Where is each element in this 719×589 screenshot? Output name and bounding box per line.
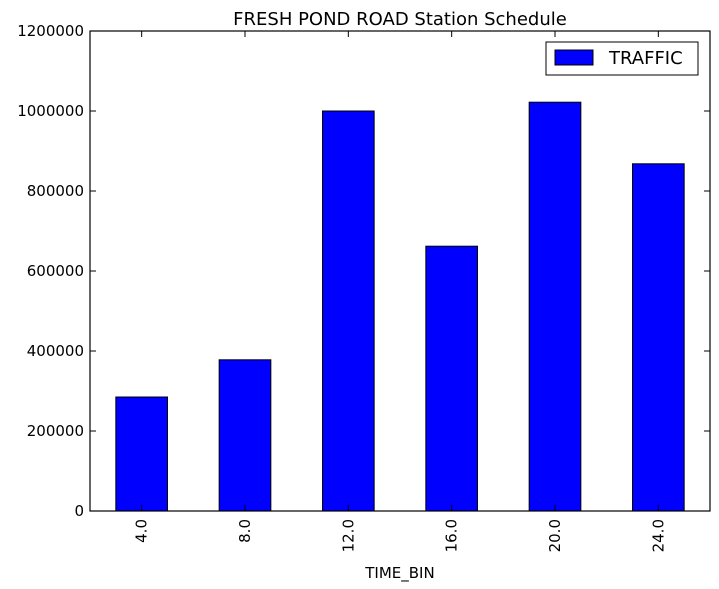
bars-group xyxy=(115,101,685,512)
legend-swatch-traffic xyxy=(554,49,594,66)
legend: TRAFFIC xyxy=(545,41,699,76)
bar-16.0 xyxy=(425,245,479,512)
legend-label-traffic: TRAFFIC xyxy=(608,48,683,69)
y-tick-label: 0 xyxy=(74,502,84,520)
x-tick-label: 12.0 xyxy=(339,519,357,552)
bar-24.0 xyxy=(632,163,685,512)
bar-4.0 xyxy=(115,396,169,512)
x-axis-title: TIME_BIN xyxy=(364,564,434,583)
y-tick-label: 800000 xyxy=(27,182,84,200)
y-tick-label: 600000 xyxy=(27,262,84,280)
x-tick-label: 4.0 xyxy=(133,519,151,543)
plot-frame xyxy=(89,30,711,512)
y-tick-label: 1000000 xyxy=(17,102,84,120)
x-tick-label: 8.0 xyxy=(236,519,254,543)
x-tick-label: 16.0 xyxy=(443,519,461,552)
y-tick-label: 1200000 xyxy=(17,22,84,40)
bar-8.0 xyxy=(218,359,272,512)
bar-20.0 xyxy=(528,101,582,512)
chart-title: FRESH POND ROAD Station Schedule xyxy=(233,9,567,30)
y-tick-label: 200000 xyxy=(27,422,84,440)
ticks-group: 4.0 8.0 12.0 16.0 20.0 24.0 0 200000 400000 60000… xyxy=(17,22,710,552)
x-tick-label: 24.0 xyxy=(649,519,667,552)
x-tick-label: 20.0 xyxy=(546,519,564,552)
bar-12.0 xyxy=(322,110,375,512)
y-tick-label: 400000 xyxy=(27,342,84,360)
